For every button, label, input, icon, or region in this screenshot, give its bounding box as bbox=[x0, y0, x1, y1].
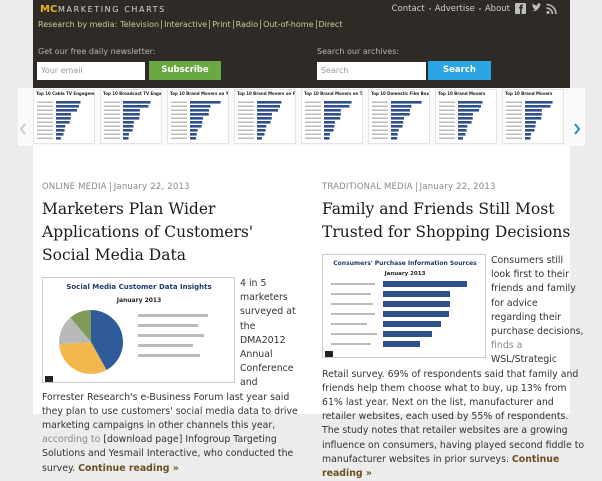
rss-icon[interactable] bbox=[546, 3, 557, 15]
continue-reading[interactable]: Continue reading » bbox=[78, 462, 179, 474]
thumbnail[interactable]: Top 10 Brand Movers on Facebook bbox=[234, 89, 296, 144]
twitter-icon[interactable] bbox=[532, 3, 542, 12]
body-text: Consumers still look first to their frie… bbox=[491, 255, 584, 338]
article: ONLINE MEDIA January 22, 2013 Marketers … bbox=[42, 182, 302, 476]
media-link[interactable]: Interactive bbox=[161, 20, 207, 29]
body-text: WSL/Strategic Retail survey. 69% of resp… bbox=[322, 354, 585, 465]
page: MC MARKETING CHARTS Contact Advertise Abou… bbox=[18, 0, 585, 480]
thumbnail-title: Top 10 Brand Movers on Twitter bbox=[304, 91, 363, 96]
nav-link[interactable]: Advertise bbox=[434, 4, 475, 14]
date: January 22, 2013 bbox=[415, 182, 496, 192]
thumbnail[interactable]: Top 10 Cable TV Engagement bbox=[33, 89, 95, 144]
social-icons bbox=[515, 3, 557, 15]
thumbnail[interactable]: Top 10 Brand Movers on YouTube bbox=[167, 89, 229, 144]
newsletter-label: Get our free daily newsletter: bbox=[38, 47, 156, 56]
thumbnail-title: Top 10 Brand Movers on YouTube bbox=[170, 91, 229, 96]
headline[interactable]: Family and Friends Still Most Trusted fo… bbox=[322, 200, 571, 241]
headline[interactable]: Marketers Plan Wider Applications of Cus… bbox=[42, 200, 254, 264]
media-link[interactable]: Radio bbox=[232, 20, 258, 29]
article: TRADITIONAL MEDIA January 22, 2013 Famil… bbox=[322, 182, 585, 481]
carousel: Top 10 Cable TV Engagement Top 10 Broadca… bbox=[18, 88, 585, 146]
subscribe-button[interactable]: Subscribe bbox=[149, 61, 221, 80]
search-button[interactable]: Search bbox=[428, 61, 491, 80]
article-meta: TRADITIONAL MEDIA January 22, 2013 bbox=[322, 182, 585, 192]
thumbnail-chart bbox=[37, 101, 81, 140]
top-nav: Contact Advertise About bbox=[392, 4, 510, 14]
body-link[interactable]: finds a bbox=[491, 340, 523, 352]
media-nav: Research by media: Television Interactive P… bbox=[38, 20, 342, 29]
thumbnail-title: Top 10 Broadcast TV Engagement bbox=[103, 91, 162, 96]
media-link[interactable]: Out-of-home bbox=[260, 20, 314, 29]
thumbnail-chart bbox=[238, 101, 282, 140]
logo-text[interactable]: MARKETING CHARTS bbox=[58, 5, 166, 14]
image-subtitle: January 2013 bbox=[384, 271, 426, 277]
article-image[interactable]: Social Media Customer Data Insights Janu… bbox=[42, 277, 235, 383]
header: MC MARKETING CHARTS Contact Advertise Abou… bbox=[33, 0, 570, 88]
logo-mark[interactable]: MC bbox=[40, 4, 58, 15]
article-meta: ONLINE MEDIA January 22, 2013 bbox=[42, 182, 302, 192]
category[interactable]: ONLINE MEDIA bbox=[42, 182, 107, 192]
thumbnail-title: Top 10 Brand Movers bbox=[438, 91, 486, 96]
media-link[interactable]: Television bbox=[120, 20, 160, 29]
image-title: Consumers' Purchase Information Sources bbox=[333, 260, 477, 267]
nav-link[interactable]: About bbox=[484, 4, 510, 14]
search-label: Search our archives: bbox=[317, 47, 400, 56]
media-link[interactable]: Print bbox=[209, 20, 231, 29]
media-link[interactable]: Direct bbox=[315, 20, 342, 29]
thumbnail[interactable]: Top 10 Brand Movers on Twitter bbox=[301, 89, 363, 144]
thumbnail-title: Top 10 Domestic Film Box Office bbox=[371, 91, 429, 96]
image-title: Social Media Customer Data Insights bbox=[66, 283, 211, 291]
article-body: Consumers' Purchase Information Sources … bbox=[322, 254, 585, 481]
article-image[interactable]: Consumers' Purchase Information Sources … bbox=[322, 254, 486, 358]
thumbnail-chart bbox=[506, 101, 553, 140]
image-subtitle: January 2013 bbox=[116, 297, 162, 304]
nav-link[interactable]: Contact bbox=[391, 4, 425, 14]
thumbnail-chart bbox=[372, 101, 422, 140]
date: January 22, 2013 bbox=[109, 182, 190, 192]
carousel-prev[interactable] bbox=[18, 122, 28, 136]
carousel-next[interactable] bbox=[572, 122, 582, 136]
category[interactable]: TRADITIONAL MEDIA bbox=[322, 182, 413, 192]
nav-separator bbox=[428, 8, 431, 10]
thumbnail-chart bbox=[439, 101, 483, 140]
thumbnail-chart bbox=[171, 101, 221, 140]
thumbnail[interactable]: Top 10 Brand Movers bbox=[502, 89, 564, 144]
body-link[interactable]: according to bbox=[42, 434, 101, 446]
nav-separator bbox=[478, 8, 481, 10]
article-body: Social Media Customer Data Insights Janu… bbox=[42, 277, 302, 476]
email-input[interactable]: Your email bbox=[37, 62, 145, 80]
thumbnail-title: Top 10 Brand Movers on Facebook bbox=[237, 91, 296, 96]
thumbnail-title: Top 10 Cable TV Engagement bbox=[36, 91, 95, 96]
thumbnail[interactable]: Top 10 Brand Movers bbox=[435, 89, 497, 144]
media-label: Research by media: bbox=[38, 20, 118, 29]
thumbnail-title: Top 10 Brand Movers bbox=[505, 91, 553, 96]
thumbnail-chart bbox=[305, 101, 352, 140]
thumbnail[interactable]: Top 10 Domestic Film Box Office bbox=[368, 89, 430, 144]
search-input[interactable]: Search bbox=[317, 62, 426, 80]
thumbnail-chart bbox=[104, 101, 151, 140]
thumbnail[interactable]: Top 10 Broadcast TV Engagement bbox=[100, 89, 162, 144]
